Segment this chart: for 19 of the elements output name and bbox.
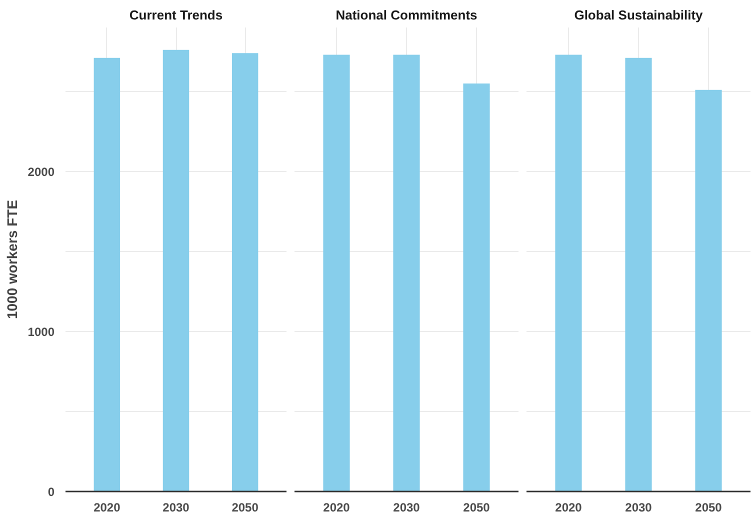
y-axis-title: 1000 workers FTE: [4, 200, 20, 320]
x-tick-label: 2020: [94, 500, 121, 514]
x-tick-label: 2050: [695, 500, 722, 514]
y-tick-label: 1000: [28, 325, 55, 339]
y-tick-label: 0: [48, 485, 55, 499]
x-tick-label: 2050: [232, 500, 259, 514]
bar: [232, 53, 258, 492]
x-tick-label: 2030: [625, 500, 652, 514]
bar: [94, 58, 120, 492]
x-tick-label: 2030: [162, 500, 190, 514]
bar: [162, 50, 190, 492]
chart-title: Global Sustainability: [574, 8, 704, 22]
y-tick-label: 2000: [28, 165, 55, 179]
x-tick-label: 2030: [393, 500, 420, 514]
chart-title: Current Trends: [129, 8, 223, 22]
chart-title: National Commitments: [336, 8, 478, 22]
x-tick-label: 2050: [463, 500, 490, 514]
x-tick-label: 2020: [323, 500, 350, 514]
x-tick-label: 2020: [555, 500, 582, 514]
